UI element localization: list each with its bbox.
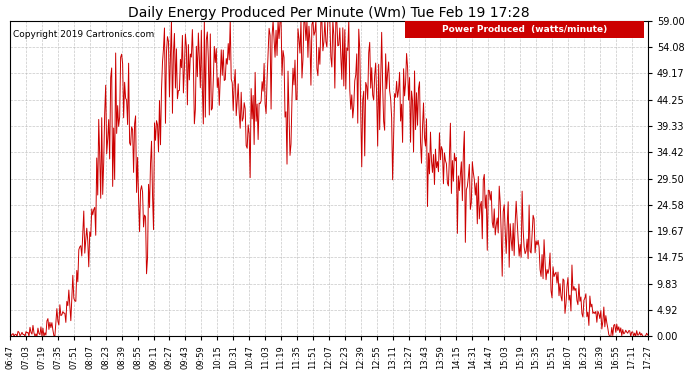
Title: Daily Energy Produced Per Minute (Wm) Tue Feb 19 17:28: Daily Energy Produced Per Minute (Wm) Tu… (128, 6, 530, 20)
Text: Copyright 2019 Cartronics.com: Copyright 2019 Cartronics.com (13, 30, 155, 39)
